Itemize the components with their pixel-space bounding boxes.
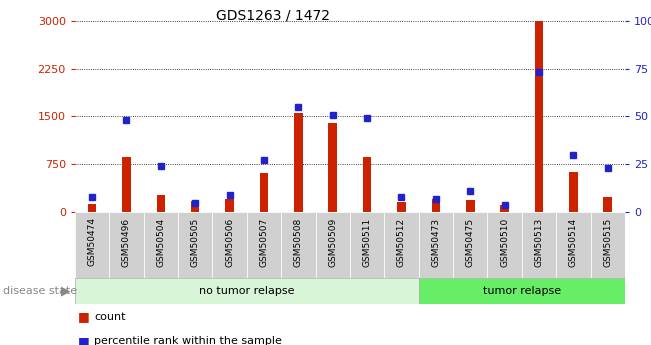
Bar [590,212,625,278]
Bar [144,212,178,278]
Text: GSM50509: GSM50509 [328,217,337,267]
Text: GSM50515: GSM50515 [603,217,613,267]
Text: tumor relapse: tumor relapse [483,286,561,296]
Bar [488,212,522,278]
Text: GSM50512: GSM50512 [397,217,406,267]
Text: GSM50475: GSM50475 [465,217,475,267]
Text: no tumor relapse: no tumor relapse [199,286,294,296]
Bar [247,212,281,278]
Text: GSM50507: GSM50507 [260,217,268,267]
Text: GSM50473: GSM50473 [432,217,440,267]
Bar [384,212,419,278]
Text: GSM50513: GSM50513 [534,217,544,267]
Bar [191,201,199,212]
Bar [88,204,96,212]
Bar [75,212,109,278]
Bar [501,205,509,212]
Bar [122,157,131,212]
Text: GSM50474: GSM50474 [87,217,96,266]
Bar [156,195,165,212]
Bar [260,172,268,212]
Bar [363,157,372,212]
Text: GSM50511: GSM50511 [363,217,372,267]
Text: GSM50506: GSM50506 [225,217,234,267]
Text: GSM50496: GSM50496 [122,217,131,267]
Text: ■: ■ [78,310,90,324]
Bar [534,21,544,212]
Bar [75,278,419,304]
Bar [397,202,406,212]
Text: disease state: disease state [3,286,77,296]
Bar [603,197,612,212]
Text: GSM50505: GSM50505 [191,217,200,267]
Text: count: count [94,312,126,322]
Text: GSM50510: GSM50510 [500,217,509,267]
Bar [212,212,247,278]
Bar [178,212,212,278]
Bar [350,212,384,278]
Bar [316,212,350,278]
Text: percentile rank within the sample: percentile rank within the sample [94,336,283,345]
Bar [281,212,316,278]
Bar [419,212,453,278]
Bar [419,278,625,304]
Bar [453,212,488,278]
Text: GDS1263 / 1472: GDS1263 / 1472 [216,9,331,23]
Bar [109,212,144,278]
Bar [466,200,475,212]
Text: ▶: ▶ [61,284,70,297]
Text: GSM50514: GSM50514 [569,217,578,267]
Bar [569,172,577,212]
Text: GSM50508: GSM50508 [294,217,303,267]
Text: GSM50504: GSM50504 [156,217,165,267]
Bar [556,212,590,278]
Bar [432,199,440,212]
Bar [328,124,337,212]
Bar [294,112,303,212]
Bar [225,199,234,212]
Text: ■: ■ [78,335,90,345]
Bar [522,212,556,278]
